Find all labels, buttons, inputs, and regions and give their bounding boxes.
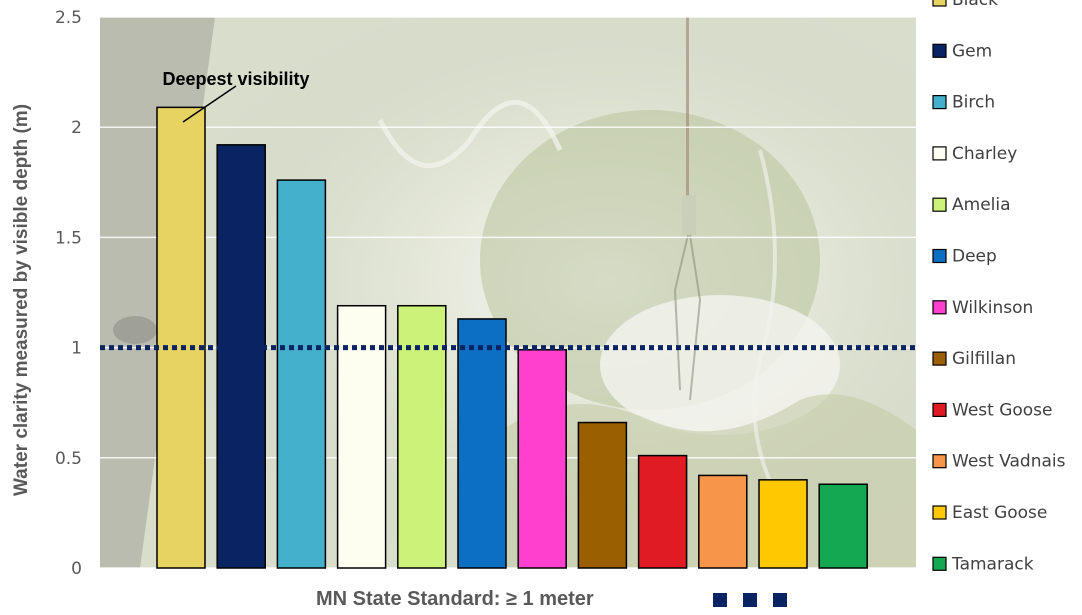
y-tick-label: 0 bbox=[71, 559, 82, 579]
legend-swatch bbox=[932, 402, 947, 417]
legend-swatch bbox=[932, 300, 947, 315]
footnote-line-legend bbox=[713, 593, 787, 607]
bar-tamarack bbox=[818, 483, 868, 569]
footnote-marker-1 bbox=[713, 593, 727, 607]
bar-gilfillan bbox=[577, 421, 628, 569]
footnote: MN State Standard: ≥ 1 meter bbox=[316, 588, 594, 610]
legend-swatch bbox=[932, 43, 947, 58]
legend-swatch bbox=[932, 146, 947, 161]
footnote-marker-3 bbox=[773, 593, 787, 607]
legend-label: West Vadnais bbox=[952, 452, 1066, 472]
legend-label: Deep bbox=[952, 247, 997, 267]
annotation: Deepest visibility bbox=[162, 69, 310, 123]
legend-label: Birch bbox=[952, 93, 995, 113]
bar-charley bbox=[336, 304, 387, 569]
legend-label: Charley bbox=[952, 144, 1017, 164]
legend-label: East Goose bbox=[952, 503, 1047, 523]
legend-swatch bbox=[932, 556, 947, 571]
legend: Black Gem Birch Charley Amelia Deep Wilkinson G… bbox=[932, 0, 1066, 574]
legend-label: Tamarack bbox=[951, 554, 1034, 574]
annotation-text: Deepest visibility bbox=[162, 69, 309, 89]
bar-deep bbox=[457, 318, 507, 569]
legend-swatch bbox=[932, 0, 947, 7]
bars bbox=[156, 106, 868, 569]
bar-wilkinson bbox=[517, 349, 567, 569]
bar-black bbox=[156, 106, 206, 569]
legend-swatch bbox=[932, 505, 947, 520]
annotation-leader-line bbox=[182, 85, 237, 123]
legend-label: Gilfillan bbox=[952, 349, 1016, 369]
bar-west-vadnais bbox=[698, 474, 748, 569]
bar-gem bbox=[216, 144, 266, 569]
legend-swatch bbox=[932, 454, 947, 469]
legend-swatch bbox=[932, 197, 947, 212]
legend-label: Black bbox=[952, 0, 998, 10]
y-tick-label: 2.5 bbox=[55, 8, 82, 28]
bar-west-goose bbox=[637, 454, 688, 569]
y-tick-label: 2 bbox=[71, 118, 82, 138]
legend-label: Amelia bbox=[952, 195, 1011, 215]
y-tick-label: 0.5 bbox=[55, 449, 82, 469]
bar-amelia bbox=[397, 304, 447, 569]
legend-label: West Goose bbox=[952, 400, 1053, 420]
y-tick-label: 1.5 bbox=[55, 228, 82, 248]
y-tick-label: 1 bbox=[71, 339, 82, 359]
y-tick-labels: 0 0.5 1 1.5 2 2.5 bbox=[55, 8, 82, 579]
legend-label: Wilkinson bbox=[952, 298, 1033, 318]
bar-birch bbox=[276, 179, 327, 569]
legend-swatch bbox=[932, 351, 947, 366]
legend-swatch bbox=[932, 94, 947, 110]
legend-label: Gem bbox=[952, 41, 992, 61]
footnote-marker-2 bbox=[743, 593, 757, 607]
legend-swatch bbox=[932, 248, 947, 264]
bar-east-goose bbox=[758, 479, 808, 569]
